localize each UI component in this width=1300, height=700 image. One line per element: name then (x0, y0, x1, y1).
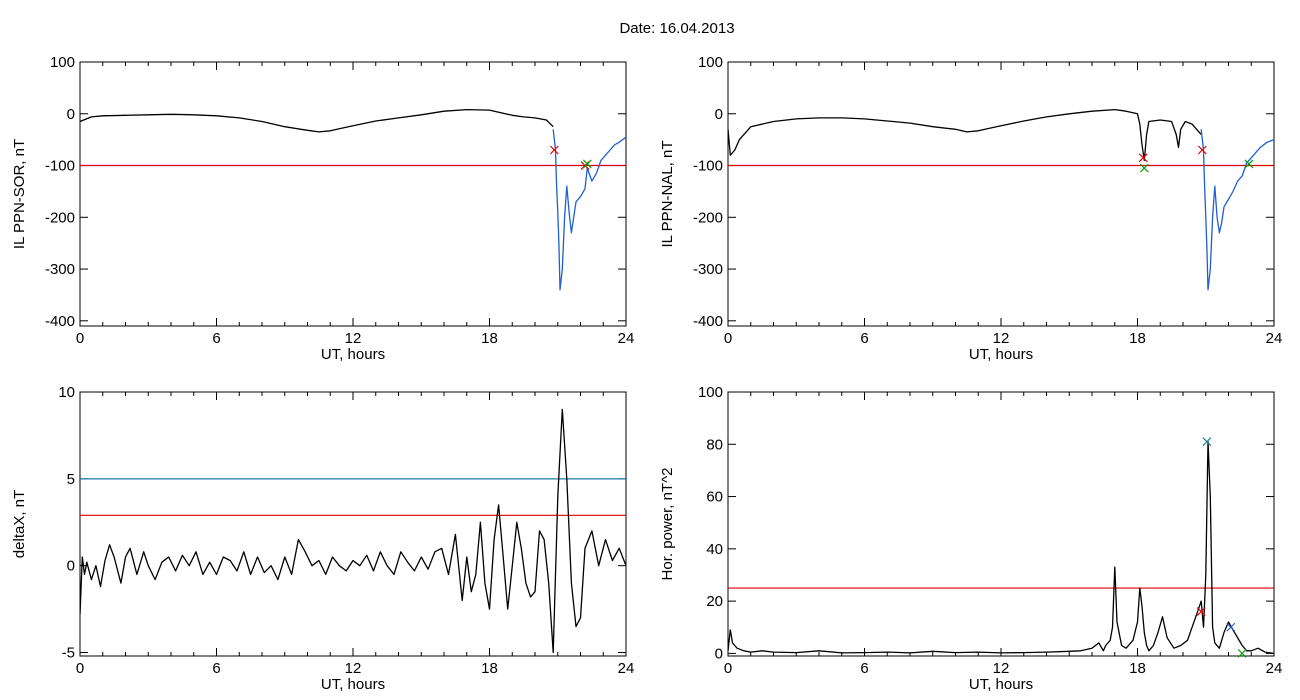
x-tick-label: 0 (76, 330, 84, 347)
y-tick-label: 100 (698, 384, 723, 401)
y-tick-label: 60 (706, 489, 723, 506)
y-tick-label: -200 (693, 209, 723, 226)
y-tick-label: 20 (706, 593, 723, 610)
x-axis-label: UT, hours (321, 346, 385, 363)
x-axis-label: UT, hours (969, 346, 1033, 363)
series-line (552, 129, 626, 291)
x-tick-label: 0 (724, 330, 732, 347)
plot-area (728, 441, 1274, 655)
x-tick-label: 18 (1129, 330, 1146, 347)
y-tick-label: -100 (45, 158, 75, 175)
x-tick-label: 12 (345, 330, 362, 347)
chart-panel-4: 0 6 12 18 24 100 80 60 40 20 0 UT, hours Hor. power,… (659, 384, 1282, 693)
plot-area (80, 408, 626, 654)
x-tick-label: 0 (76, 660, 84, 677)
chart-panel-1: 0 6 12 18 24 100 0 -100 -200 -300 -400 UT, hours IL … (11, 54, 634, 363)
x-tick-label: 6 (212, 660, 220, 677)
series-line (728, 441, 1274, 655)
event-marker-stroke (1237, 648, 1247, 658)
x-tick-label: 12 (345, 660, 362, 677)
y-axis-label: IL PPN-NAL, nT (659, 141, 676, 248)
event-marker (1139, 163, 1149, 173)
plot-frame (79, 61, 627, 327)
event-marker (1202, 437, 1212, 447)
event-marker-stroke (1226, 622, 1236, 632)
event-marker-stroke (1139, 163, 1149, 173)
y-tick-label: -400 (45, 313, 75, 330)
x-tick-label: 24 (1266, 660, 1283, 677)
plot-frame (727, 61, 1275, 327)
series-line (728, 108, 1202, 162)
y-tick-label: -5 (62, 645, 75, 662)
x-tick-label: 6 (212, 330, 220, 347)
event-marker (1197, 145, 1207, 155)
y-tick-label: -300 (45, 261, 75, 278)
y-tick-label: -200 (45, 209, 75, 226)
y-tick-label: -100 (693, 158, 723, 175)
y-tick-label: -400 (693, 313, 723, 330)
event-marker (1244, 159, 1254, 169)
x-tick-label: 6 (860, 660, 868, 677)
x-tick-label: 0 (724, 660, 732, 677)
event-marker (1138, 153, 1148, 163)
plot-area (728, 108, 1274, 291)
event-marker-stroke (1197, 145, 1207, 155)
event-marker (1196, 607, 1206, 616)
x-tick-label: 24 (618, 660, 635, 677)
plot-frame (79, 391, 627, 657)
y-tick-label: 0 (715, 645, 723, 662)
y-tick-label: 0 (67, 106, 75, 123)
y-axis-label: IL PPN-SOR, nT (11, 139, 28, 249)
x-tick-label: 24 (1266, 330, 1283, 347)
plot-frame (727, 391, 1275, 657)
event-marker-stroke (582, 159, 592, 169)
x-tick-label: 12 (993, 330, 1010, 347)
x-tick-label: 18 (481, 660, 498, 677)
y-tick-label: -300 (693, 261, 723, 278)
event-marker-stroke (1196, 607, 1206, 616)
series-line (1200, 129, 1274, 291)
x-axis-label: UT, hours (969, 676, 1033, 693)
x-tick-label: 18 (481, 330, 498, 347)
event-marker-stroke (1244, 159, 1254, 169)
event-marker (549, 145, 559, 155)
event-marker-stroke (1202, 437, 1212, 447)
chart-panel-2: 0 6 12 18 24 100 0 -100 -200 -300 -400 UT, hours IL … (659, 54, 1282, 363)
figure-title: Date: 16.04.2013 (619, 20, 734, 37)
y-tick-label: 0 (715, 106, 723, 123)
series-line (80, 108, 554, 133)
x-axis-label: UT, hours (321, 676, 385, 693)
x-tick-label: 24 (618, 330, 635, 347)
event-marker (582, 159, 592, 169)
y-tick-label: 0 (67, 558, 75, 575)
y-tick-label: 10 (58, 384, 75, 401)
event-marker (1237, 648, 1247, 658)
y-tick-label: 5 (67, 471, 75, 488)
event-marker-stroke (1138, 153, 1148, 163)
x-tick-label: 6 (860, 330, 868, 347)
x-tick-label: 12 (993, 660, 1010, 677)
y-tick-label: 40 (706, 541, 723, 558)
plot-area (80, 108, 626, 291)
series-line (80, 408, 626, 654)
event-marker-stroke (549, 145, 559, 155)
y-tick-label: 100 (698, 54, 723, 71)
x-tick-label: 18 (1129, 660, 1146, 677)
y-tick-label: 100 (50, 54, 75, 71)
event-marker (1226, 622, 1236, 632)
y-tick-label: 80 (706, 436, 723, 453)
y-axis-label: deltaX, nT (11, 490, 28, 558)
y-axis-label: Hor. power, nT^2 (659, 468, 676, 581)
